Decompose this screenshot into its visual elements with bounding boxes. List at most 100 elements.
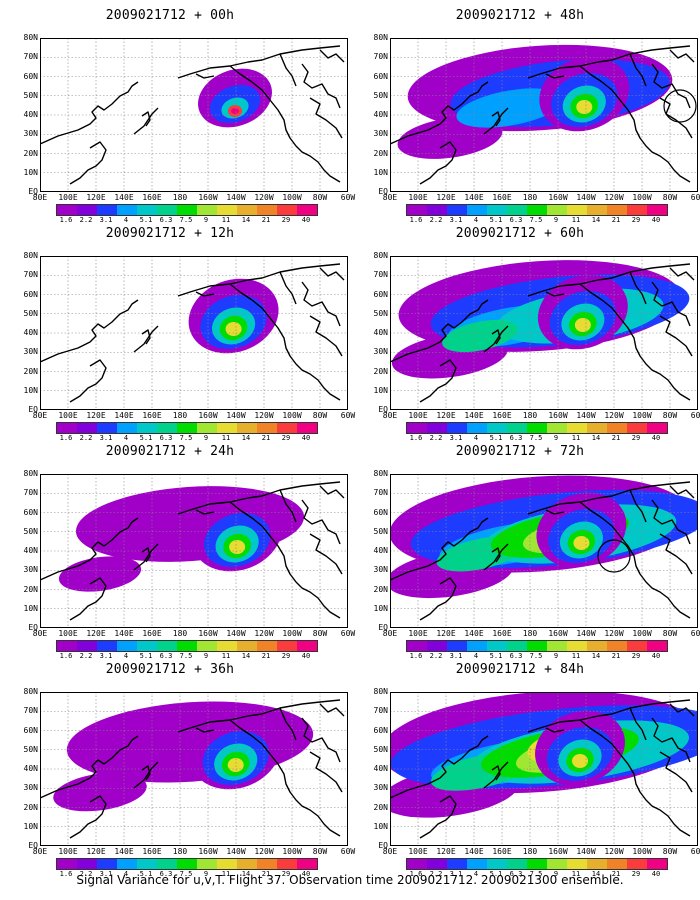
colorbar <box>406 858 668 870</box>
colorbar-swatch <box>607 641 627 651</box>
colorbar-swatch <box>487 859 507 869</box>
latitude-label: 50N <box>373 308 388 318</box>
longitude-label: 80E <box>32 847 48 856</box>
colorbar-label: 21 <box>611 434 621 442</box>
panel-title: 2009021712 + 84h <box>455 662 585 677</box>
colorbar-label: 3.1 <box>449 652 463 660</box>
colorbar-swatch <box>407 423 427 433</box>
longitude-label: 120W <box>254 193 274 202</box>
colorbar-label: 11 <box>221 652 231 660</box>
colorbar-swatch <box>117 641 137 651</box>
colorbar-swatch <box>77 859 97 869</box>
longitude-label: 160W <box>548 411 568 420</box>
colorbar-swatch <box>257 205 277 215</box>
colorbar-swatch <box>77 641 97 651</box>
colorbar-label: 5.1 <box>139 870 153 878</box>
latitude-label: 30N <box>23 565 38 575</box>
variance-field <box>456 88 564 128</box>
latitude-label: 20N <box>373 366 388 376</box>
colorbar-swatch <box>157 205 177 215</box>
colorbar-swatch <box>507 423 527 433</box>
colorbar-swatch <box>157 859 177 869</box>
colorbar-label: 7.5 <box>179 652 193 660</box>
colorbar-label: 4 <box>123 870 129 878</box>
latitude-label: 50N <box>373 90 388 100</box>
coastline <box>527 699 691 733</box>
coastline <box>279 53 297 87</box>
latitude-label: 60N <box>23 507 38 517</box>
colorbar-swatch <box>297 205 317 215</box>
coastline <box>419 795 457 839</box>
map-frame <box>390 38 698 192</box>
colorbar-swatch <box>237 423 257 433</box>
latitude-label: 70N <box>373 488 388 498</box>
colorbar-label: 40 <box>301 652 311 660</box>
colorbar-label: 4 <box>473 652 479 660</box>
longitude-label: 120E <box>86 193 106 202</box>
coastline <box>40 299 139 363</box>
storm-variance <box>225 322 242 336</box>
colorbar-swatch <box>487 641 507 651</box>
colorbar-swatch <box>117 205 137 215</box>
colorbar-swatch <box>137 423 157 433</box>
longitude-label: 160W <box>548 193 568 202</box>
coastline <box>545 291 565 297</box>
coastline <box>69 577 107 621</box>
signal-variance-map <box>390 474 698 628</box>
longitude-label: 100E <box>58 193 78 202</box>
colorbar-swatch <box>507 859 527 869</box>
coastline <box>669 49 695 63</box>
latitude-label: 10N <box>373 167 388 177</box>
colorbar-label: 14 <box>591 652 601 660</box>
coastline <box>651 281 691 327</box>
longitude-label: 80E <box>382 847 398 856</box>
coastline <box>669 485 695 499</box>
coastline <box>491 765 501 781</box>
coastline <box>40 517 139 581</box>
longitude-label: 140E <box>114 411 134 420</box>
longitude-label: 120W <box>604 629 624 638</box>
latitude-label: 30N <box>373 565 388 575</box>
longitude-label: 120E <box>436 629 456 638</box>
colorbar-label: 3.1 <box>99 870 113 878</box>
colorbar-label: 29 <box>281 434 291 442</box>
coastline <box>133 761 159 789</box>
latitude-label: 60N <box>373 725 388 735</box>
colorbar-label: 2.2 <box>79 870 93 878</box>
colorbar-swatch <box>137 205 157 215</box>
longitude-label: 100W <box>632 847 652 856</box>
colorbar-swatch <box>447 423 467 433</box>
longitude-label: 60W <box>690 847 700 856</box>
coastline <box>659 751 693 793</box>
coastline <box>527 45 691 79</box>
colorbar-swatch <box>647 423 667 433</box>
colorbar-label: 11 <box>221 870 231 878</box>
colorbar-label: 14 <box>591 870 601 878</box>
colorbar-label: 1.6 <box>409 652 423 660</box>
colorbar-label: 1.6 <box>59 652 73 660</box>
latitude-label: 60N <box>23 725 38 735</box>
colorbar-label: 6.3 <box>509 434 523 442</box>
colorbar-swatch <box>527 205 547 215</box>
coastline <box>483 761 509 789</box>
longitude-label: 140E <box>114 629 134 638</box>
coastline <box>483 107 509 135</box>
colorbar-label: 9 <box>203 652 209 660</box>
longitude-label: 80E <box>32 411 48 420</box>
colorbar <box>406 640 668 652</box>
longitude-label: 120W <box>254 847 274 856</box>
longitude-label: 100W <box>282 847 302 856</box>
longitude-label: 60W <box>340 411 356 420</box>
longitude-label: 120E <box>436 193 456 202</box>
longitude-label: 80E <box>32 629 48 638</box>
coastline <box>229 283 341 401</box>
coastline <box>279 271 297 305</box>
colorbar-swatch <box>547 859 567 869</box>
longitude-label: 160W <box>198 193 218 202</box>
longitude-label: 160E <box>142 411 162 420</box>
latitude-label: EQ <box>28 841 38 850</box>
coastline <box>229 719 341 837</box>
colorbar-label: 40 <box>301 870 311 878</box>
colorbar-label: 21 <box>261 216 271 224</box>
coastline <box>659 315 693 357</box>
